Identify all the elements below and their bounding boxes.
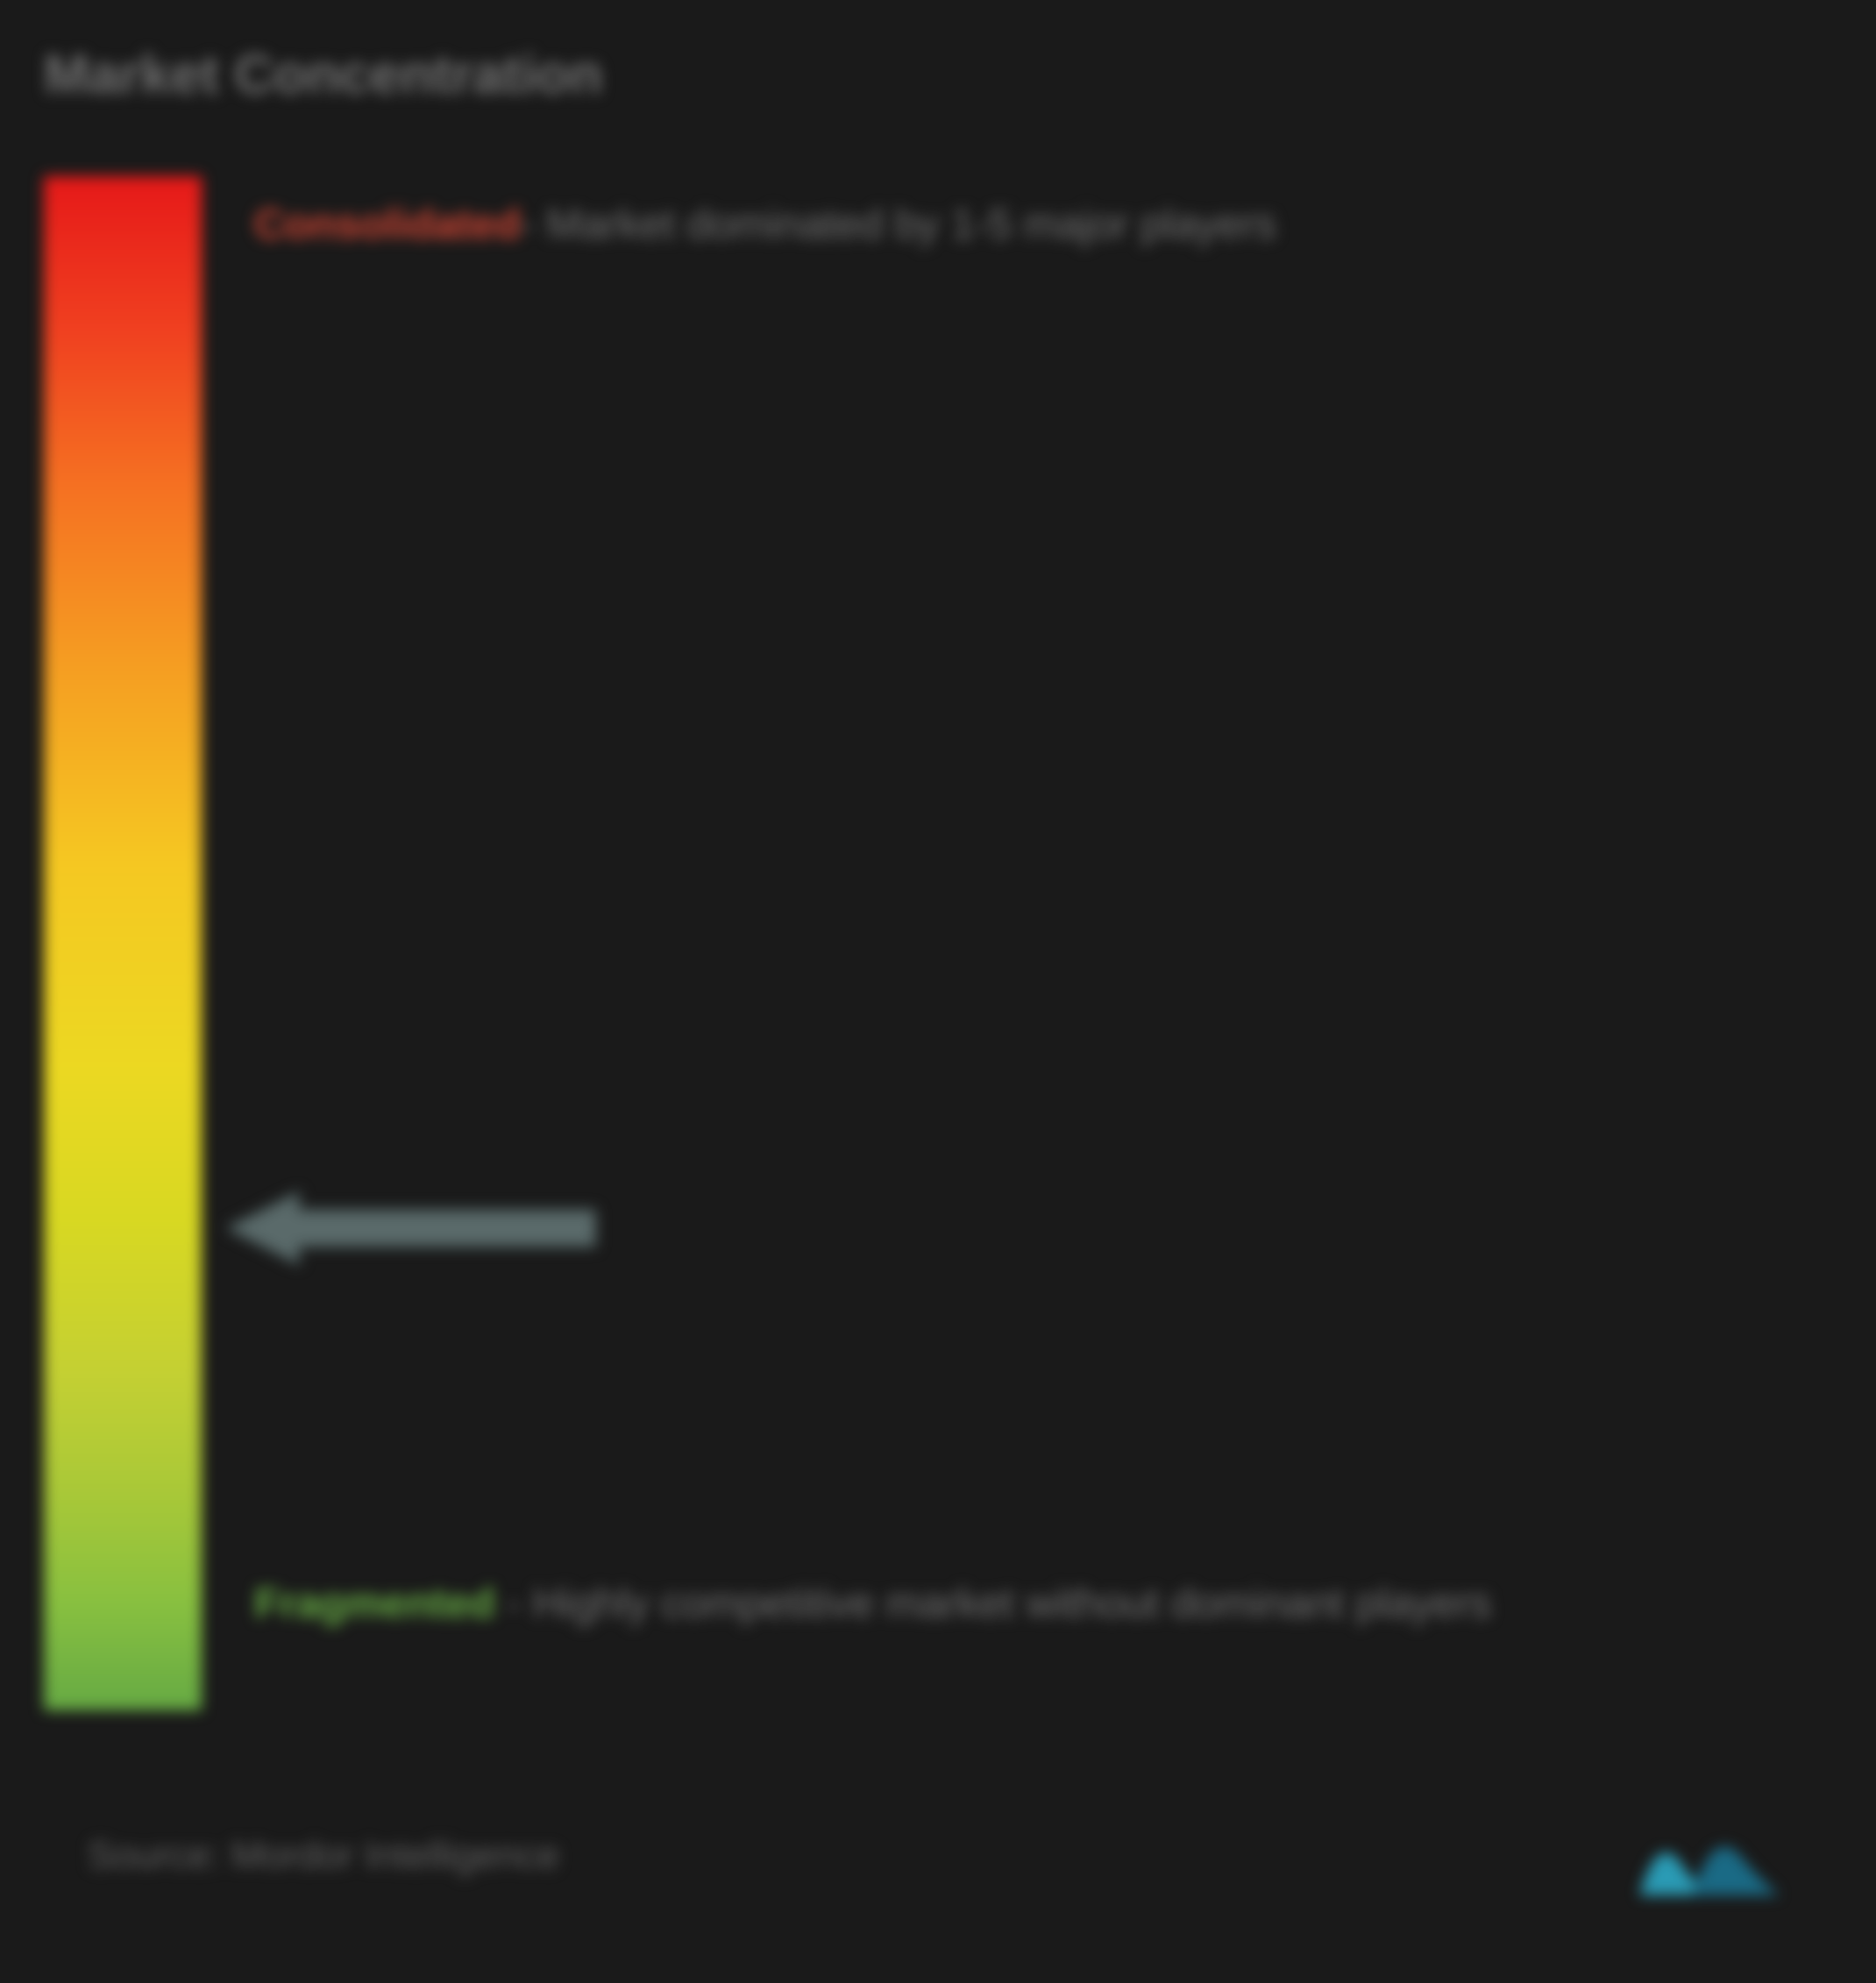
fragmented-text: - Highly competitive market without domi… <box>495 1581 1491 1627</box>
consolidated-highlight: Consolidated <box>254 202 521 248</box>
source-attribution: Source: Mordor Intelligence <box>88 1834 559 1878</box>
fragmented-label: Fragmented - Highly competitive market w… <box>254 1568 1797 1640</box>
labels-area: Consolidated- Market dominated by 1-5 ma… <box>254 176 1832 1710</box>
consolidated-text: - Market dominated by 1-5 major players <box>521 202 1276 248</box>
footer: Source: Mordor Intelligence <box>88 1808 1788 1904</box>
chart-title: Market Concentration <box>44 44 1832 106</box>
fragmented-highlight: Fragmented <box>254 1581 495 1627</box>
consolidated-label: Consolidated- Market dominated by 1-5 ma… <box>254 194 1797 257</box>
concentration-gradient-bar <box>44 176 202 1710</box>
position-indicator-arrow <box>228 1189 596 1268</box>
chart-area: Consolidated- Market dominated by 1-5 ma… <box>44 176 1832 1710</box>
mordor-logo <box>1631 1808 1788 1904</box>
